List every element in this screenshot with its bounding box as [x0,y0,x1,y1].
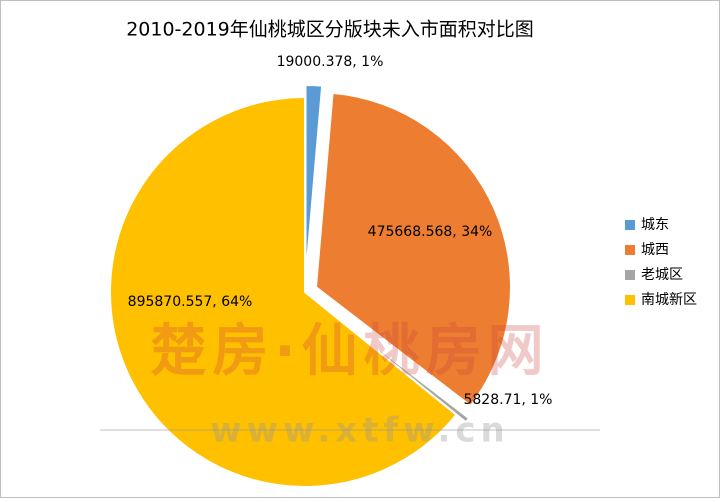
legend-label: 南城新区 [641,292,697,308]
legend-swatch [625,245,635,255]
pie-slice [314,91,512,408]
legend-swatch [625,270,635,280]
chart-title: 2010-2019年仙桃城区分版块未入市面积对比图 [126,19,534,41]
legend-swatch [625,295,635,305]
data-label: 475668.568, 34% [368,224,493,240]
pie-slice [109,95,458,488]
watermark-url: www.xtfw.cn [210,411,509,451]
data-label: 5828.71, 1% [463,392,552,408]
data-label: 19000.378, 1% [277,54,384,70]
data-label: 895870.557, 64% [128,294,253,310]
legend-swatch [625,220,635,230]
legend-label: 老城区 [641,267,683,283]
pie-slice [304,84,324,281]
pie: 19000.378, 1% 475668.568, 34% 5828.71, 1% 8… [109,54,553,488]
legend-label: 城东 [641,217,669,233]
legend-label: 城西 [641,242,669,258]
watermark-brand: 楚房·仙桃房网 [150,319,549,384]
